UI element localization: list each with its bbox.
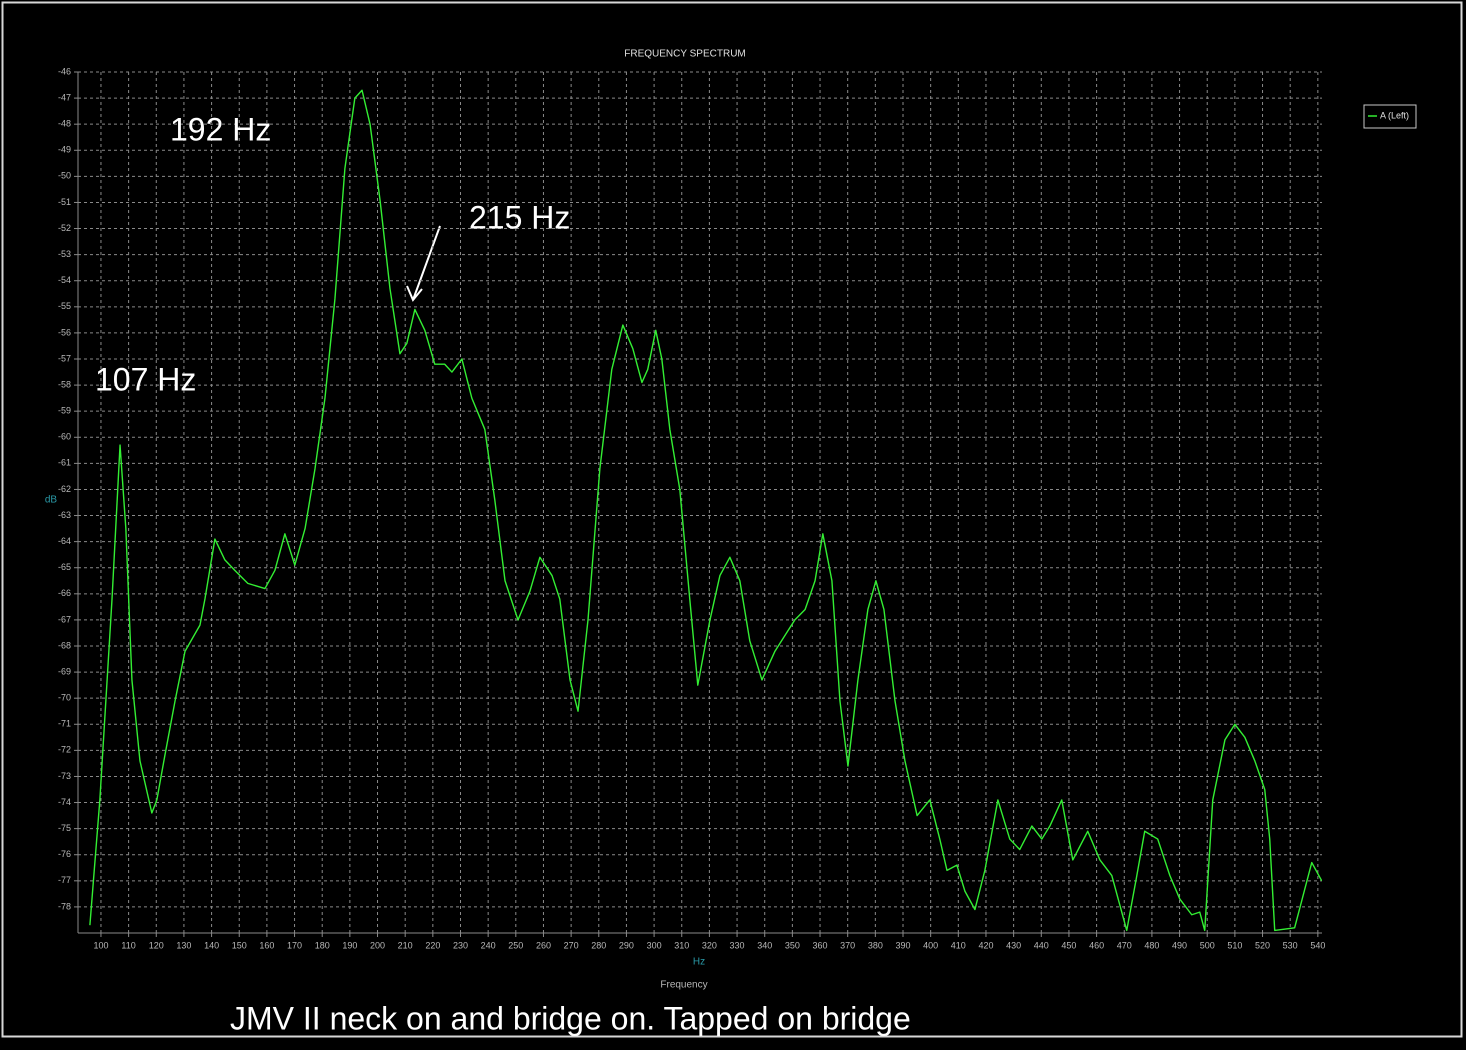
x-tick-label: 110 bbox=[121, 940, 135, 950]
y-tick-label: -49 bbox=[58, 145, 71, 155]
y-tick-label: -46 bbox=[58, 66, 71, 76]
x-tick-label: 210 bbox=[398, 940, 413, 950]
y-tick-label: -54 bbox=[58, 275, 71, 285]
annotation: 107 Hz bbox=[95, 361, 196, 397]
x-tick-label: 530 bbox=[1283, 940, 1298, 950]
y-tick-label: -63 bbox=[58, 510, 71, 520]
x-tick-label: 320 bbox=[702, 940, 717, 950]
x-tick-label: 370 bbox=[840, 940, 855, 950]
y-tick-label: -55 bbox=[58, 301, 71, 311]
x-axis-label: Frequency bbox=[660, 980, 707, 991]
x-tick-label: 540 bbox=[1310, 940, 1325, 950]
legend-label: A (Left) bbox=[1380, 110, 1409, 120]
x-tick-label: 420 bbox=[978, 940, 993, 950]
y-tick-label: -71 bbox=[58, 719, 71, 729]
y-tick-label: -77 bbox=[58, 875, 71, 885]
annotation-arrowhead bbox=[406, 285, 423, 302]
x-tick-label: 190 bbox=[342, 940, 357, 950]
y-tick-label: -67 bbox=[58, 614, 71, 624]
x-tick-label: 300 bbox=[647, 940, 662, 950]
x-tick-label: 250 bbox=[508, 940, 523, 950]
x-tick-label: 100 bbox=[93, 940, 108, 950]
y-tick-label: -64 bbox=[58, 536, 71, 546]
y-tick-label: -61 bbox=[58, 458, 71, 468]
x-tick-label: 170 bbox=[287, 940, 302, 950]
caption: JMV II neck on and bridge on. Tapped on … bbox=[230, 1000, 911, 1036]
x-tick-label: 230 bbox=[453, 940, 468, 950]
x-tick-label: 490 bbox=[1172, 940, 1187, 950]
x-tick-label: 280 bbox=[591, 940, 606, 950]
x-tick-label: 120 bbox=[149, 940, 164, 950]
x-tick-label: 240 bbox=[481, 940, 496, 950]
chart-title: FREQUENCY SPECTRUM bbox=[624, 49, 746, 60]
x-tick-label: 270 bbox=[564, 940, 579, 950]
y-tick-label: -76 bbox=[58, 849, 71, 859]
x-tick-label: 470 bbox=[1117, 940, 1132, 950]
y-tick-label: -74 bbox=[58, 797, 71, 807]
y-tick-label: -52 bbox=[58, 223, 71, 233]
series-line bbox=[89, 89, 1322, 932]
y-tick-label: -47 bbox=[58, 92, 71, 102]
annotation-arrow bbox=[412, 225, 441, 301]
legend: A (Left) bbox=[1363, 104, 1417, 129]
x-tick-label: 350 bbox=[785, 940, 800, 950]
y-tick-label: -60 bbox=[58, 432, 71, 442]
x-tick-label: 200 bbox=[370, 940, 385, 950]
x-tick-label: 460 bbox=[1089, 940, 1104, 950]
y-tick-label: -70 bbox=[58, 693, 71, 703]
x-tick-label: 500 bbox=[1200, 940, 1215, 950]
x-axis-unit: Hz bbox=[693, 957, 705, 968]
x-tick-label: 390 bbox=[895, 940, 910, 950]
y-tick-label: -50 bbox=[58, 171, 71, 181]
x-tick-label: 510 bbox=[1227, 940, 1242, 950]
x-tick-label: 330 bbox=[730, 940, 745, 950]
x-tick-label: 340 bbox=[757, 940, 772, 950]
x-tick-label: 400 bbox=[923, 940, 938, 950]
y-tick-label: -73 bbox=[58, 771, 71, 781]
y-tick-label: -69 bbox=[58, 666, 71, 676]
x-tick-label: 430 bbox=[1006, 940, 1021, 950]
y-tick-label: -66 bbox=[58, 588, 71, 598]
y-tick-label: -59 bbox=[58, 406, 71, 416]
annotation: 192 Hz bbox=[170, 111, 271, 147]
y-tick-label: -48 bbox=[58, 119, 71, 129]
plot-area bbox=[78, 72, 1322, 933]
legend-box bbox=[1363, 104, 1417, 129]
y-tick-label: -72 bbox=[58, 745, 71, 755]
x-tick-label: 380 bbox=[868, 940, 883, 950]
x-tick-label: 150 bbox=[232, 940, 247, 950]
y-tick-label: -58 bbox=[58, 379, 71, 389]
x-tick-label: 480 bbox=[1144, 940, 1159, 950]
y-axis-label: dB bbox=[45, 495, 58, 506]
x-tick-label: 440 bbox=[1034, 940, 1049, 950]
x-tick-label: 520 bbox=[1255, 940, 1270, 950]
y-tick-label: -53 bbox=[58, 249, 71, 259]
x-tick-label: 130 bbox=[176, 940, 191, 950]
y-tick-label: -75 bbox=[58, 823, 71, 833]
y-tick-label: -68 bbox=[58, 640, 71, 650]
annotation: 215 Hz bbox=[469, 199, 570, 235]
x-tick-label: 260 bbox=[536, 940, 551, 950]
x-tick-label: 140 bbox=[204, 940, 219, 950]
x-tick-label: 360 bbox=[813, 940, 828, 950]
y-tick-label: -78 bbox=[58, 901, 71, 911]
y-tick-label: -65 bbox=[58, 562, 71, 572]
y-tick-label: -51 bbox=[58, 197, 71, 207]
y-tick-label: -57 bbox=[58, 353, 71, 363]
y-tick-label: -62 bbox=[58, 484, 71, 494]
x-tick-label: 450 bbox=[1061, 940, 1076, 950]
x-tick-label: 290 bbox=[619, 940, 634, 950]
x-tick-label: 310 bbox=[674, 940, 689, 950]
x-tick-label: 410 bbox=[951, 940, 966, 950]
y-tick-label: -56 bbox=[58, 327, 71, 337]
x-tick-label: 220 bbox=[425, 940, 440, 950]
x-tick-label: 180 bbox=[315, 940, 330, 950]
x-tick-label: 160 bbox=[259, 940, 274, 950]
